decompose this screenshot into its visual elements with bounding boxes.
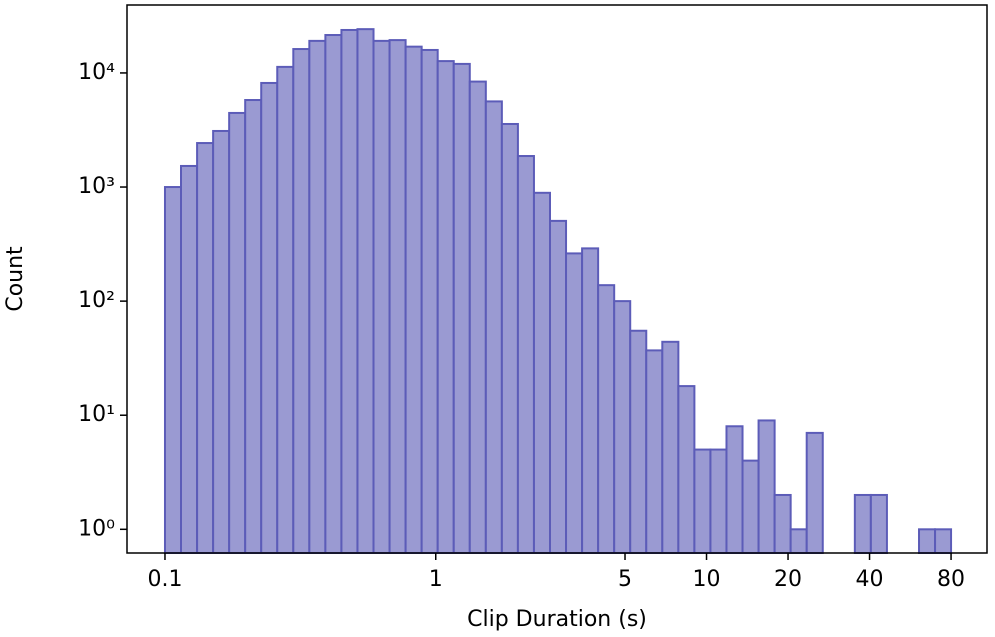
bar [436, 60, 455, 555]
bar [805, 431, 824, 554]
bar [452, 62, 471, 554]
bar [468, 80, 487, 555]
bar [420, 48, 439, 554]
y-axis-label: Count [3, 246, 28, 312]
bar [853, 493, 872, 554]
bar [260, 81, 279, 554]
bar [212, 129, 231, 554]
bar [757, 419, 776, 554]
bar [404, 45, 423, 555]
bar [516, 155, 535, 554]
bar [196, 142, 215, 554]
bar [597, 284, 616, 554]
y-tick-label: 10³ [78, 174, 115, 199]
x-tick-label: 1 [429, 567, 443, 592]
bar [549, 219, 568, 554]
bar [276, 65, 295, 554]
bar [292, 48, 311, 554]
x-tick-label: 0.1 [147, 567, 182, 592]
bar [581, 247, 600, 554]
bar [613, 300, 632, 554]
bar [773, 493, 792, 554]
bar [372, 39, 391, 554]
y-tick-label: 10² [78, 288, 115, 313]
x-tick-label: 5 [618, 567, 632, 592]
x-tick-label: 40 [856, 567, 884, 592]
bar [789, 528, 808, 554]
bar [918, 528, 937, 554]
bar [645, 349, 664, 554]
bar [340, 28, 359, 555]
bar [180, 164, 199, 554]
x-tick-label: 10 [693, 567, 721, 592]
bar [677, 385, 696, 555]
bar [532, 191, 552, 554]
bar [308, 39, 327, 554]
bar [693, 448, 712, 555]
bar [388, 39, 407, 554]
x-tick-label: 20 [774, 567, 802, 592]
bar [869, 493, 888, 554]
x-tick-label: 80 [937, 567, 965, 592]
bar [565, 252, 584, 554]
y-tick-label: 10¹ [78, 402, 115, 427]
bar [709, 448, 728, 555]
x-axis-label: Clip Duration (s) [467, 607, 647, 632]
bar [500, 122, 519, 554]
plot-frame [126, 4, 988, 554]
bar [934, 528, 953, 554]
bar [725, 425, 744, 555]
bar [228, 111, 247, 555]
bar [741, 459, 760, 554]
bar [661, 340, 680, 554]
y-tick-label: 10⁰ [78, 516, 115, 541]
bar [163, 186, 183, 554]
bar [356, 28, 375, 554]
bar [629, 329, 648, 554]
bar [244, 99, 263, 555]
bar [324, 34, 343, 555]
bar [484, 100, 503, 554]
y-tick-label: 10⁴ [78, 60, 115, 85]
